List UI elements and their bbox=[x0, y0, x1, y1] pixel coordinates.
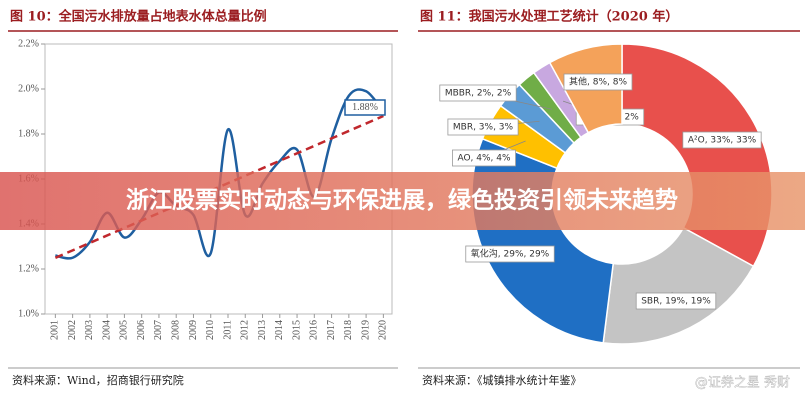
label-box bbox=[682, 131, 762, 149]
banner-text: 浙江股票实时动态与环保进展，绿色投资引领未来趋势 bbox=[126, 187, 678, 214]
x-tick-label: 2010 bbox=[205, 320, 216, 340]
x-tick-label: 2014 bbox=[274, 320, 285, 340]
source-note: 资料来源：Wind，招商银行研究院 bbox=[12, 373, 184, 387]
y-tick-label: 1.2% bbox=[18, 263, 39, 274]
watermark: @证券之星 秀财 bbox=[695, 375, 790, 391]
x-tick-label: 2009 bbox=[188, 320, 199, 340]
chart-title: 图 10：全国污水排放量占地表水体总量比例 bbox=[10, 9, 267, 25]
slice-label: 其他, 8%, 8% bbox=[569, 76, 627, 88]
x-tick-label: 2002 bbox=[67, 320, 78, 340]
slice-label: MBBR, 2%, 2% bbox=[445, 89, 512, 99]
label-box bbox=[563, 73, 633, 91]
x-tick-label: 2006 bbox=[136, 320, 147, 340]
slice-label: SBR, 19%, 19% bbox=[641, 297, 711, 307]
banner-band bbox=[0, 172, 805, 230]
chart-title: 图 11：我国污水处理工艺统计（2020 年） bbox=[420, 9, 678, 25]
annotation: 1.88% bbox=[352, 102, 378, 113]
x-tick-label: 2019 bbox=[360, 320, 371, 340]
x-tick-label: 2008 bbox=[171, 320, 182, 340]
label-box bbox=[452, 149, 516, 167]
x-tick-label: 2013 bbox=[257, 320, 268, 340]
x-tick-label: 2017 bbox=[326, 320, 337, 340]
x-tick-label: 2007 bbox=[153, 320, 164, 340]
x-tick-label: 2001 bbox=[50, 320, 61, 340]
label-box bbox=[447, 118, 519, 136]
label-box bbox=[635, 292, 717, 310]
pie-slice bbox=[471, 137, 615, 344]
label-box bbox=[439, 84, 517, 102]
x-tick-label: 2003 bbox=[84, 320, 95, 340]
slice-label: A²O, 33%, 33% bbox=[688, 136, 757, 146]
x-tick-label: 2016 bbox=[309, 320, 320, 340]
x-tick-label: 2011 bbox=[222, 320, 233, 340]
y-tick-label: 1.8% bbox=[18, 128, 39, 139]
x-tick-label: 2005 bbox=[119, 320, 130, 340]
x-tick-label: 2020 bbox=[378, 320, 389, 340]
slice-label: 氧化沟, 29%, 29% bbox=[471, 248, 550, 260]
source-note: 资料来源：《城镇排水统计年鉴》 bbox=[422, 373, 582, 387]
label-box bbox=[465, 245, 555, 263]
y-tick-label: 2.2% bbox=[18, 38, 39, 49]
slice-label: MBR, 3%, 3% bbox=[453, 123, 514, 133]
trend-line bbox=[54, 114, 384, 259]
annotation-box bbox=[344, 99, 386, 116]
x-tick-label: 2004 bbox=[101, 320, 112, 340]
x-tick-label: 2018 bbox=[343, 320, 354, 340]
y-tick-label: 2.0% bbox=[18, 83, 39, 94]
pie-slice bbox=[602, 226, 755, 345]
x-tick-label: 2012 bbox=[240, 320, 251, 340]
slice-label: AO, 4%, 4% bbox=[457, 154, 511, 164]
y-tick-label: 1.0% bbox=[18, 308, 39, 319]
x-tick-label: 2015 bbox=[291, 320, 302, 340]
pie-slice bbox=[621, 43, 773, 268]
